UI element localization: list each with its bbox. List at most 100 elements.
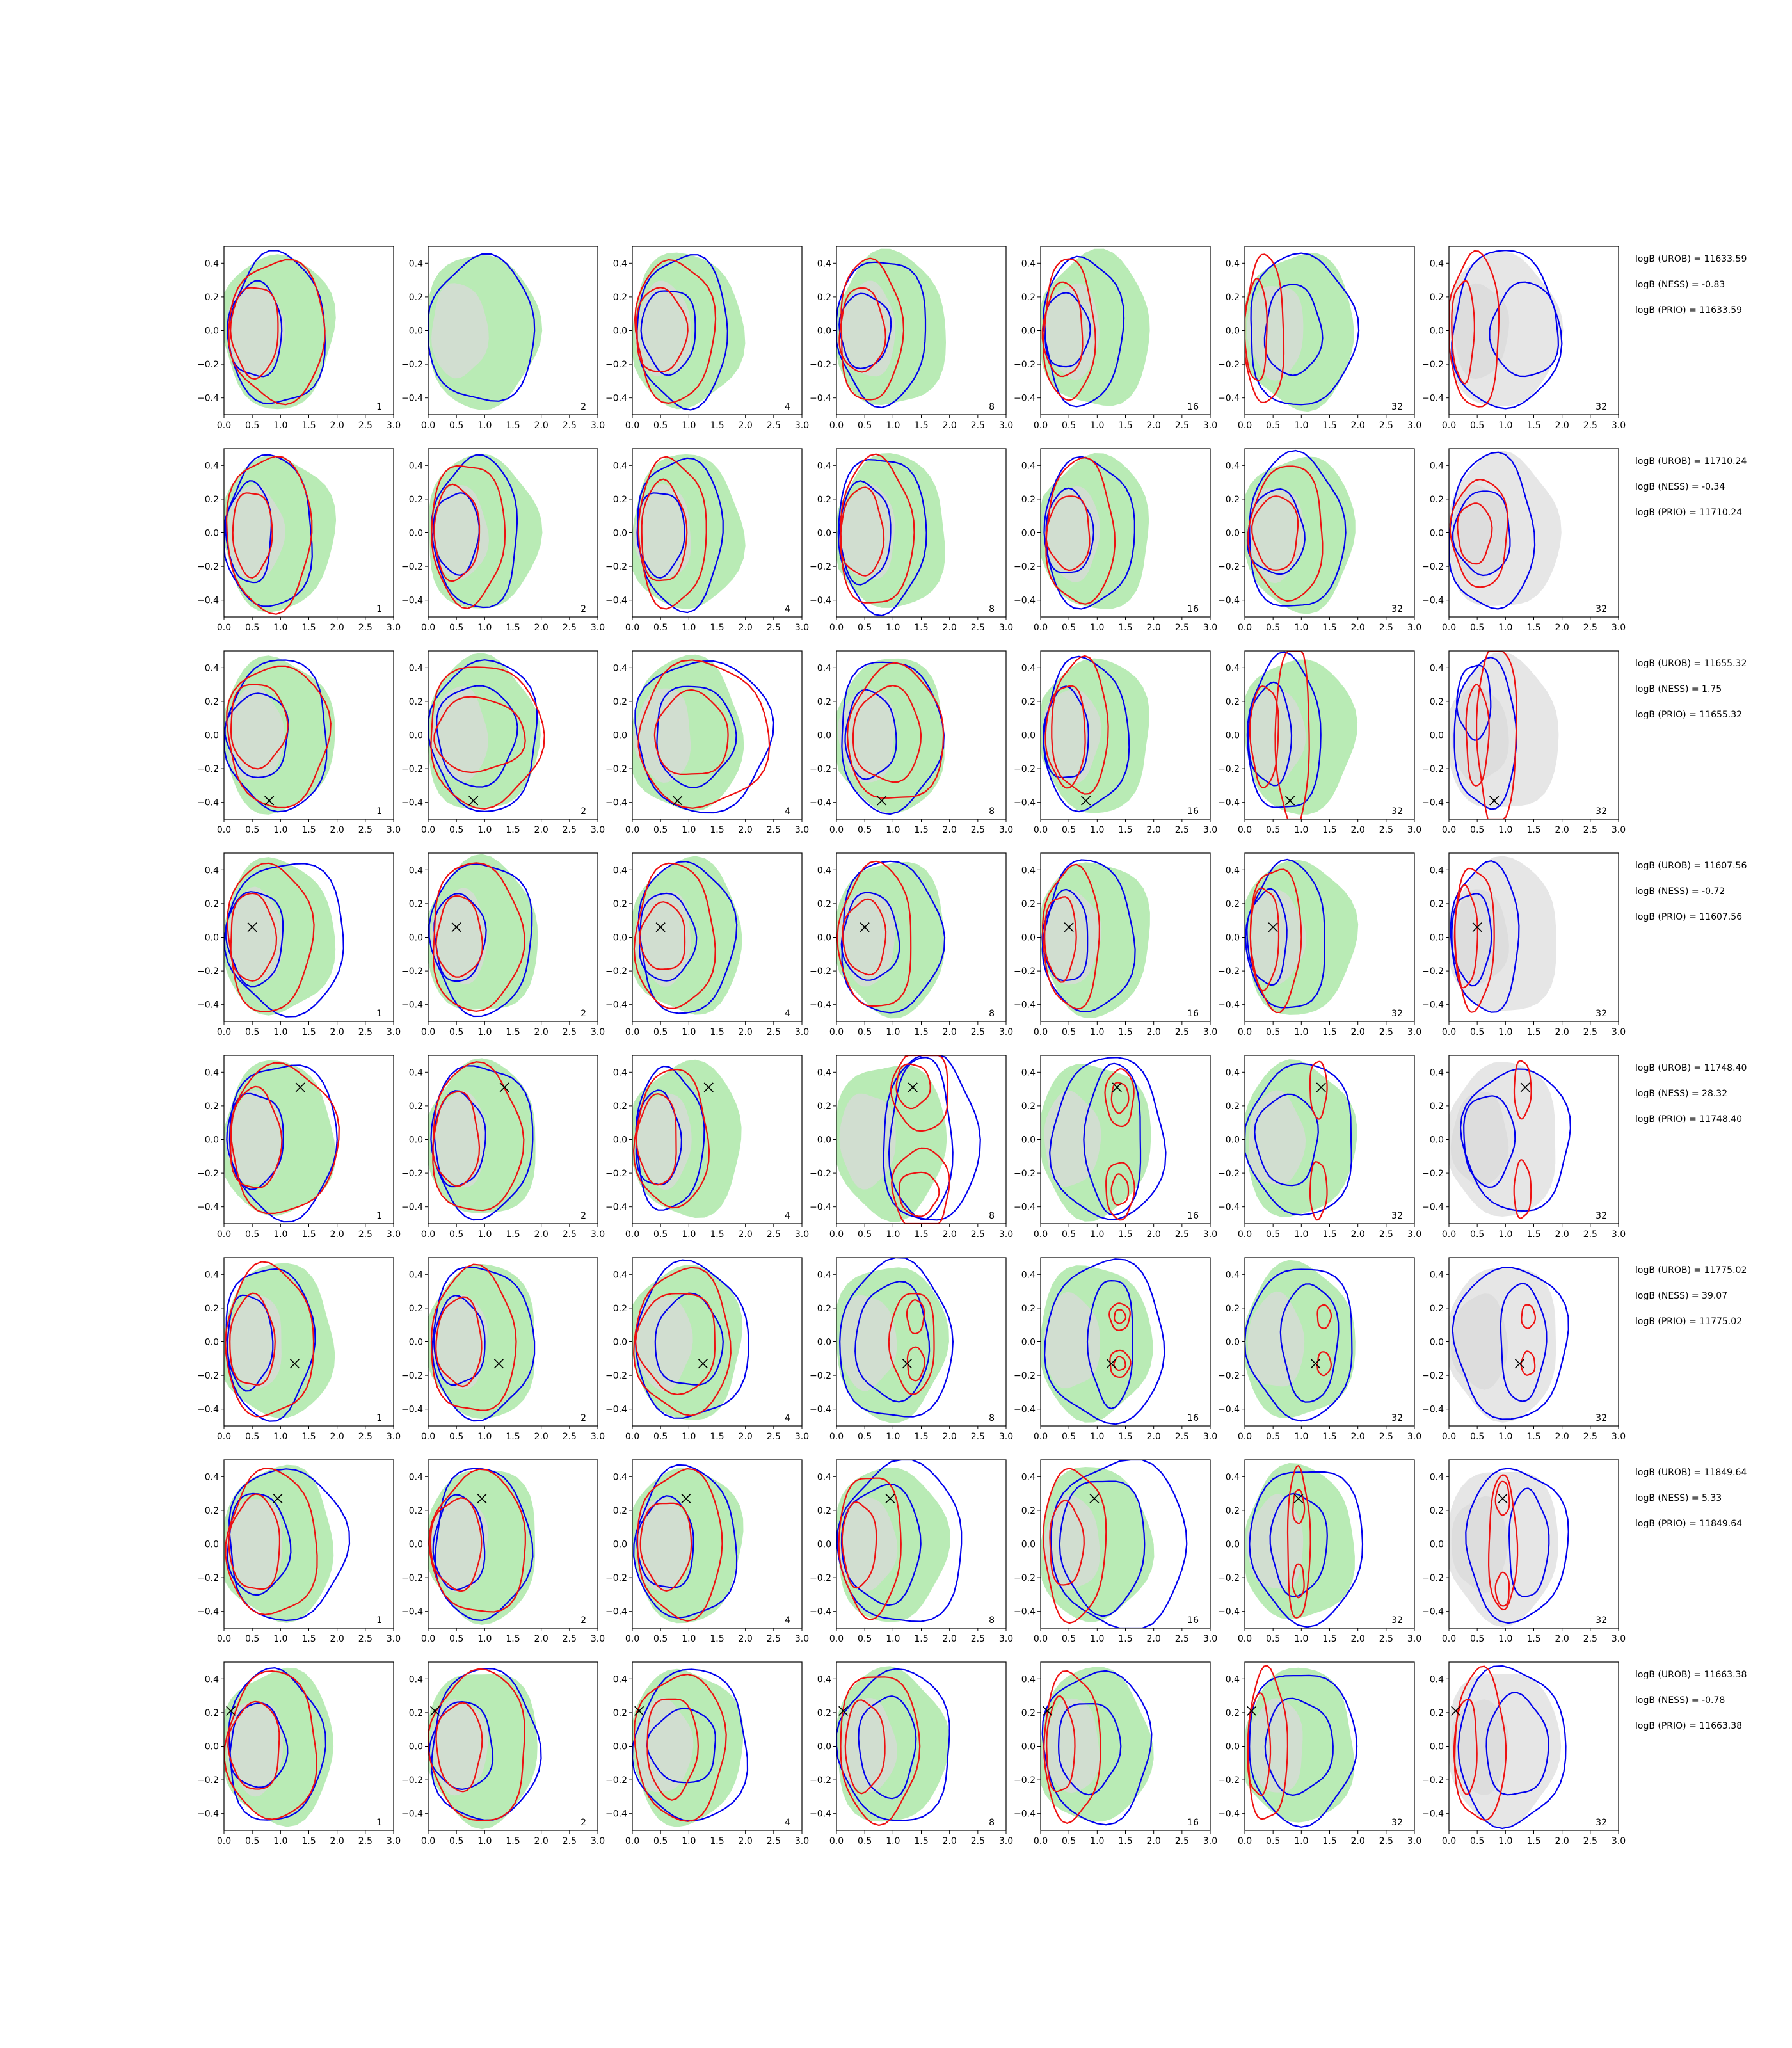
panel-r5-c2: 0.4 0.2 0.0 −0.2 −0.4 0.0 0.5 1.0 1.5 2.0 2.5 3.0 2 xyxy=(401,1055,605,1240)
y-tick-label: 0.4 xyxy=(205,259,219,269)
blue-contour-line xyxy=(1508,1487,1550,1597)
x-marker xyxy=(1089,1493,1100,1504)
panel-plot-area xyxy=(224,1464,351,1623)
y-tick-label: −0.4 xyxy=(810,1809,831,1820)
panel-plot-area xyxy=(429,453,543,609)
x-tick-label: 0.5 xyxy=(245,825,259,835)
y-tick-label: 0.2 xyxy=(613,1708,627,1718)
panel-r8-c5: 0.4 0.2 0.0 −0.2 −0.4 0.0 0.5 1.0 1.5 2.0 2.5 3.0 16 xyxy=(1014,1661,1217,1846)
y-tick-label: 0.0 xyxy=(1430,1540,1444,1550)
panel-r5-c3: 0.4 0.2 0.0 −0.2 −0.4 0.0 0.5 1.0 1.5 2.0 2.5 3.0 4 xyxy=(605,1055,809,1240)
x-tick-label: 1.0 xyxy=(886,420,900,431)
panel-corner-label: 4 xyxy=(785,806,790,817)
x-tick-label: 1.5 xyxy=(1322,623,1336,633)
x-tick-label: 0.0 xyxy=(1034,420,1048,431)
x-tick-label: 3.0 xyxy=(795,1432,809,1442)
x-tick-label: 0.0 xyxy=(421,1836,435,1846)
x-tick-label: 2.5 xyxy=(1379,420,1393,431)
x-tick-label: 1.0 xyxy=(1090,1634,1104,1644)
x-tick-label: 0.5 xyxy=(245,1836,259,1846)
blue-contour-line xyxy=(228,1468,351,1622)
panel-corner-label: 32 xyxy=(1596,1818,1607,1828)
blue-contour-line xyxy=(1246,651,1322,808)
blue-contour-line xyxy=(844,689,897,780)
blue-contour-line xyxy=(224,692,289,779)
y-tick-label: 0.4 xyxy=(205,1068,219,1078)
x-tick-label: 3.0 xyxy=(591,623,605,633)
red-contour-line xyxy=(852,685,922,783)
x-tick-label: 2.0 xyxy=(534,1634,548,1644)
x-tick-label: 2.0 xyxy=(943,623,957,633)
x-marker xyxy=(681,1493,691,1504)
panel-r3-c7: 0.4 0.2 0.0 −0.2 −0.4 0.0 0.5 1.0 1.5 2.0 2.5 3.0 32 xyxy=(1422,650,1626,835)
y-tick-label: −0.4 xyxy=(810,394,831,404)
x-marker xyxy=(1451,1706,1461,1716)
x-marker xyxy=(673,796,683,806)
x-tick-label: 0.5 xyxy=(1062,1027,1076,1037)
x-tick-label: 0.5 xyxy=(1266,825,1280,835)
x-tick-label: 0.0 xyxy=(217,1432,231,1442)
y-tick-label: −0.2 xyxy=(401,1775,423,1786)
blue-contour-line xyxy=(1050,1460,1188,1628)
x-tick-label: 1.0 xyxy=(682,1027,696,1037)
panel-corner-label: 8 xyxy=(989,1211,995,1221)
panel-corner-label: 1 xyxy=(376,1615,382,1626)
red-contour-line xyxy=(1108,1302,1131,1331)
x-tick-label: 1.5 xyxy=(1322,420,1336,431)
red-contour-line xyxy=(1044,685,1086,789)
x-tick-label: 2.0 xyxy=(534,420,548,431)
x-tick-label: 2.0 xyxy=(330,1432,344,1442)
y-tick-label: 0.2 xyxy=(817,899,831,909)
x-tick-label: 2.0 xyxy=(1147,420,1161,431)
x-tick-label: 1.0 xyxy=(273,825,287,835)
y-tick-label: 0.4 xyxy=(817,663,831,673)
x-tick-label: 2.5 xyxy=(1175,1432,1189,1442)
red-contour-line xyxy=(1044,896,1077,983)
y-tick-label: −0.2 xyxy=(810,1169,831,1179)
y-tick-label: 0.0 xyxy=(1430,529,1444,539)
x-tick-label: 2.0 xyxy=(330,1027,344,1037)
red-contour-line xyxy=(637,456,707,610)
x-tick-label: 1.0 xyxy=(682,1634,696,1644)
y-tick-label: 0.0 xyxy=(817,1135,831,1146)
blue-contour-line xyxy=(1451,893,1492,987)
x-tick-label: 0.5 xyxy=(858,825,872,835)
grey-filled-contour xyxy=(636,1697,694,1793)
x-tick-label: 2.0 xyxy=(1555,420,1569,431)
blue-contour-line xyxy=(428,659,538,813)
x-tick-label: 0.5 xyxy=(449,825,463,835)
blue-contour-line xyxy=(436,685,518,788)
y-tick-label: 0.0 xyxy=(613,1338,627,1348)
x-tick-label: 1.0 xyxy=(1294,1634,1308,1644)
x-tick-label: 3.0 xyxy=(1407,623,1421,633)
x-tick-label: 3.0 xyxy=(999,1229,1013,1240)
y-tick-label: 0.0 xyxy=(409,1540,423,1550)
panel-r7-c7: 0.4 0.2 0.0 −0.2 −0.4 0.0 0.5 1.0 1.5 2.0 2.5 3.0 32 xyxy=(1422,1459,1626,1644)
x-tick-label: 2.5 xyxy=(971,1027,985,1037)
red-contour-line xyxy=(633,1267,732,1416)
blue-contour-line xyxy=(1059,1480,1146,1617)
y-tick-label: 0.0 xyxy=(1226,1338,1240,1348)
y-tick-label: −0.4 xyxy=(605,1607,627,1617)
panel-r4-c6: 0.4 0.2 0.0 −0.2 −0.4 0.0 0.5 1.0 1.5 2.0 2.5 3.0 32 xyxy=(1218,852,1421,1037)
red-contour-line xyxy=(230,287,279,380)
blue-contour-line xyxy=(1450,860,1520,1013)
x-tick-label: 3.0 xyxy=(1203,623,1217,633)
panel-r6-c7: 0.4 0.2 0.0 −0.2 −0.4 0.0 0.5 1.0 1.5 2.0 2.5 3.0 32 xyxy=(1422,1257,1626,1442)
red-contour-line xyxy=(429,1497,483,1592)
panel-r1-c6: 0.4 0.2 0.0 −0.2 −0.4 0.0 0.5 1.0 1.5 2.0 2.5 3.0 32 xyxy=(1218,246,1421,431)
y-tick-label: 0.0 xyxy=(205,1540,219,1550)
grey-filled-contour xyxy=(633,688,691,783)
y-tick-label: −0.4 xyxy=(605,1203,627,1213)
x-marker xyxy=(860,922,870,932)
y-tick-label: 0.0 xyxy=(817,933,831,943)
x-tick-label: 2.0 xyxy=(1147,1432,1161,1442)
panel-plot-area xyxy=(1449,1468,1569,1628)
y-tick-label: −0.4 xyxy=(1218,1405,1240,1415)
y-tick-label: 0.2 xyxy=(409,495,423,505)
panel-r3-c6: 0.4 0.2 0.0 −0.2 −0.4 0.0 0.5 1.0 1.5 2.0 2.5 3.0 32 xyxy=(1218,650,1421,835)
x-tick-label: 0.0 xyxy=(217,1836,231,1846)
panel-r8-c7: 0.4 0.2 0.0 −0.2 −0.4 0.0 0.5 1.0 1.5 2.0 2.5 3.0 32 xyxy=(1422,1661,1626,1846)
panel-corner-label: 4 xyxy=(785,1615,790,1626)
blue-contour-line xyxy=(1459,1068,1572,1212)
